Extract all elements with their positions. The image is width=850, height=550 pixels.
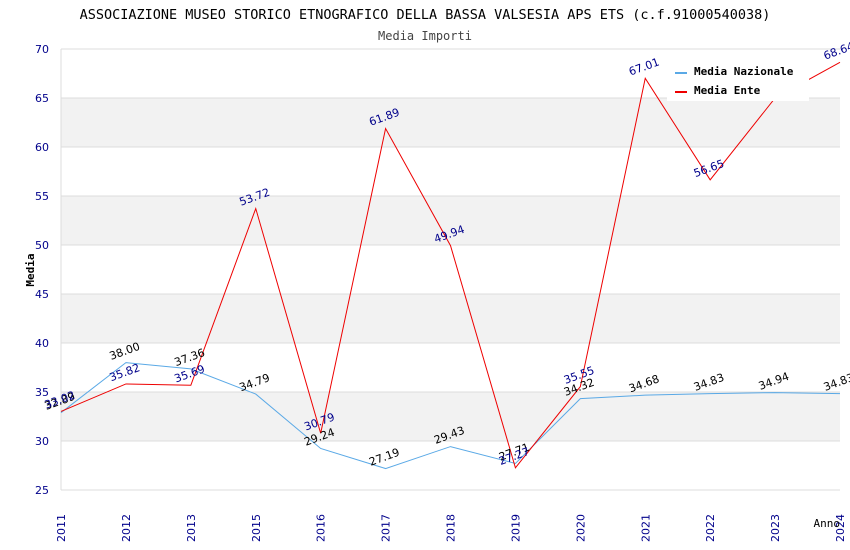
- legend-label-media-ente: Media Ente: [694, 84, 761, 97]
- x-tick-label: 2019: [509, 514, 522, 542]
- data-label: 34.83: [822, 371, 850, 394]
- y-tick-label: 40: [35, 337, 49, 350]
- legend-label-media-nazionale: Media Nazionale: [694, 65, 794, 78]
- data-label: 68.64: [822, 40, 850, 63]
- x-tick-label: 2015: [250, 514, 263, 542]
- y-tick-label: 70: [35, 43, 49, 56]
- chart-title: ASSOCIAZIONE MUSEO STORICO ETNOGRAFICO D…: [80, 7, 771, 23]
- plot-background: [60, 48, 840, 491]
- series-line-media-ente: [60, 61, 841, 469]
- y-tick-label: 50: [35, 239, 49, 252]
- data-label: 34.83: [692, 371, 726, 394]
- legend: Media Nazionale Media Ente: [667, 58, 809, 101]
- y-axis-label: Media: [24, 253, 37, 286]
- grid-band: [61, 392, 840, 441]
- chart-subtitle: Media Importi: [378, 29, 472, 43]
- x-axis-label: Anno: [814, 517, 841, 530]
- x-tick-label: 2024: [834, 514, 847, 542]
- y-axis: 25 30 35 40 45 50 55 60 65 70: [35, 43, 49, 497]
- grid-band: [61, 294, 840, 343]
- x-tick-label: 2018: [445, 514, 458, 542]
- x-axis: 2011 2012 2013 2015 2016 2017 2018 2019 2020 2021…: [55, 514, 847, 542]
- x-tick-label: 2016: [315, 514, 328, 542]
- grid-band: [61, 98, 840, 147]
- y-tick-label: 45: [35, 288, 49, 301]
- y-tick-label: 25: [35, 484, 49, 497]
- series-layer: [60, 61, 841, 470]
- y-tick-label: 55: [35, 190, 49, 203]
- series-line-media-nazionale: [60, 362, 841, 470]
- y-tick-label: 35: [35, 386, 49, 399]
- grid-band: [61, 196, 840, 245]
- legend-box: [667, 58, 809, 101]
- x-tick-label: 2011: [55, 514, 68, 542]
- x-tick-label: 2020: [574, 514, 587, 542]
- data-label: 67.01: [627, 56, 661, 79]
- y-tick-label: 60: [35, 141, 49, 154]
- x-tick-label: 2012: [120, 514, 133, 542]
- y-tick-label: 65: [35, 92, 49, 105]
- data-label: 34.94: [757, 370, 791, 393]
- x-tick-label: 2021: [639, 514, 652, 542]
- x-tick-label: 2023: [769, 514, 782, 542]
- data-label: 34.79: [238, 371, 272, 394]
- data-label: 56.65: [692, 157, 726, 180]
- x-tick-label: 2013: [185, 514, 198, 542]
- y-tick-label: 30: [35, 435, 49, 448]
- data-label: 35.82: [108, 361, 142, 384]
- x-tick-label: 2022: [704, 514, 717, 542]
- x-tick-label: 2017: [380, 514, 393, 542]
